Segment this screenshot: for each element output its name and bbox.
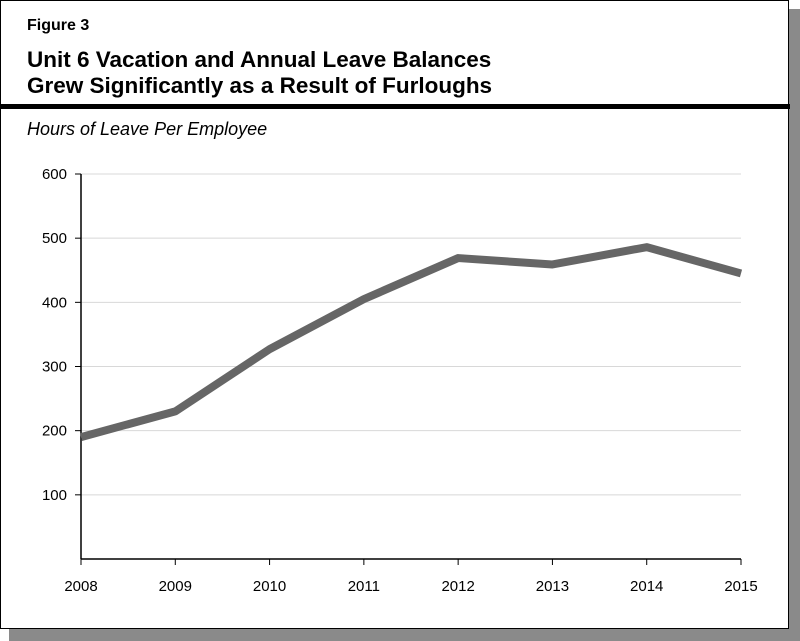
chart-title: Unit 6 Vacation and Annual Leave Balance…: [27, 47, 492, 99]
x-tick-label: 2009: [159, 578, 192, 595]
y-tick-label: 400: [42, 294, 67, 311]
y-tick-label: 500: [42, 230, 67, 247]
title-line-1: Unit 6 Vacation and Annual Leave Balance…: [27, 47, 492, 72]
x-tick-label: 2012: [441, 578, 474, 595]
y-tick-label: 100: [42, 487, 67, 504]
title-line-2: Grew Significantly as a Result of Furlou…: [27, 73, 493, 98]
title-rule: [1, 104, 790, 109]
x-tick-label: 2013: [536, 578, 569, 595]
y-tick-label: 300: [42, 359, 67, 376]
y-tick-label: 600: [42, 166, 67, 183]
y-axis-label: Hours of Leave Per Employee: [27, 119, 268, 139]
figure-frame: Figure 3 Unit 6 Vacation and Annual Leav…: [0, 0, 790, 629]
x-tick-label: 2008: [64, 578, 97, 595]
x-tick-label: 2010: [253, 578, 286, 595]
x-tick-label: 2011: [348, 578, 380, 595]
figure-label: Figure 3: [27, 17, 90, 34]
y-tick-label: 200: [42, 423, 67, 440]
x-tick-label: 2014: [630, 578, 663, 595]
line-chart: 100 200 300 400 500 600 2008 2009 2010 2011 2012 20…: [42, 166, 758, 595]
x-tick-label: 2015: [724, 578, 757, 595]
data-line: [79, 243, 743, 441]
